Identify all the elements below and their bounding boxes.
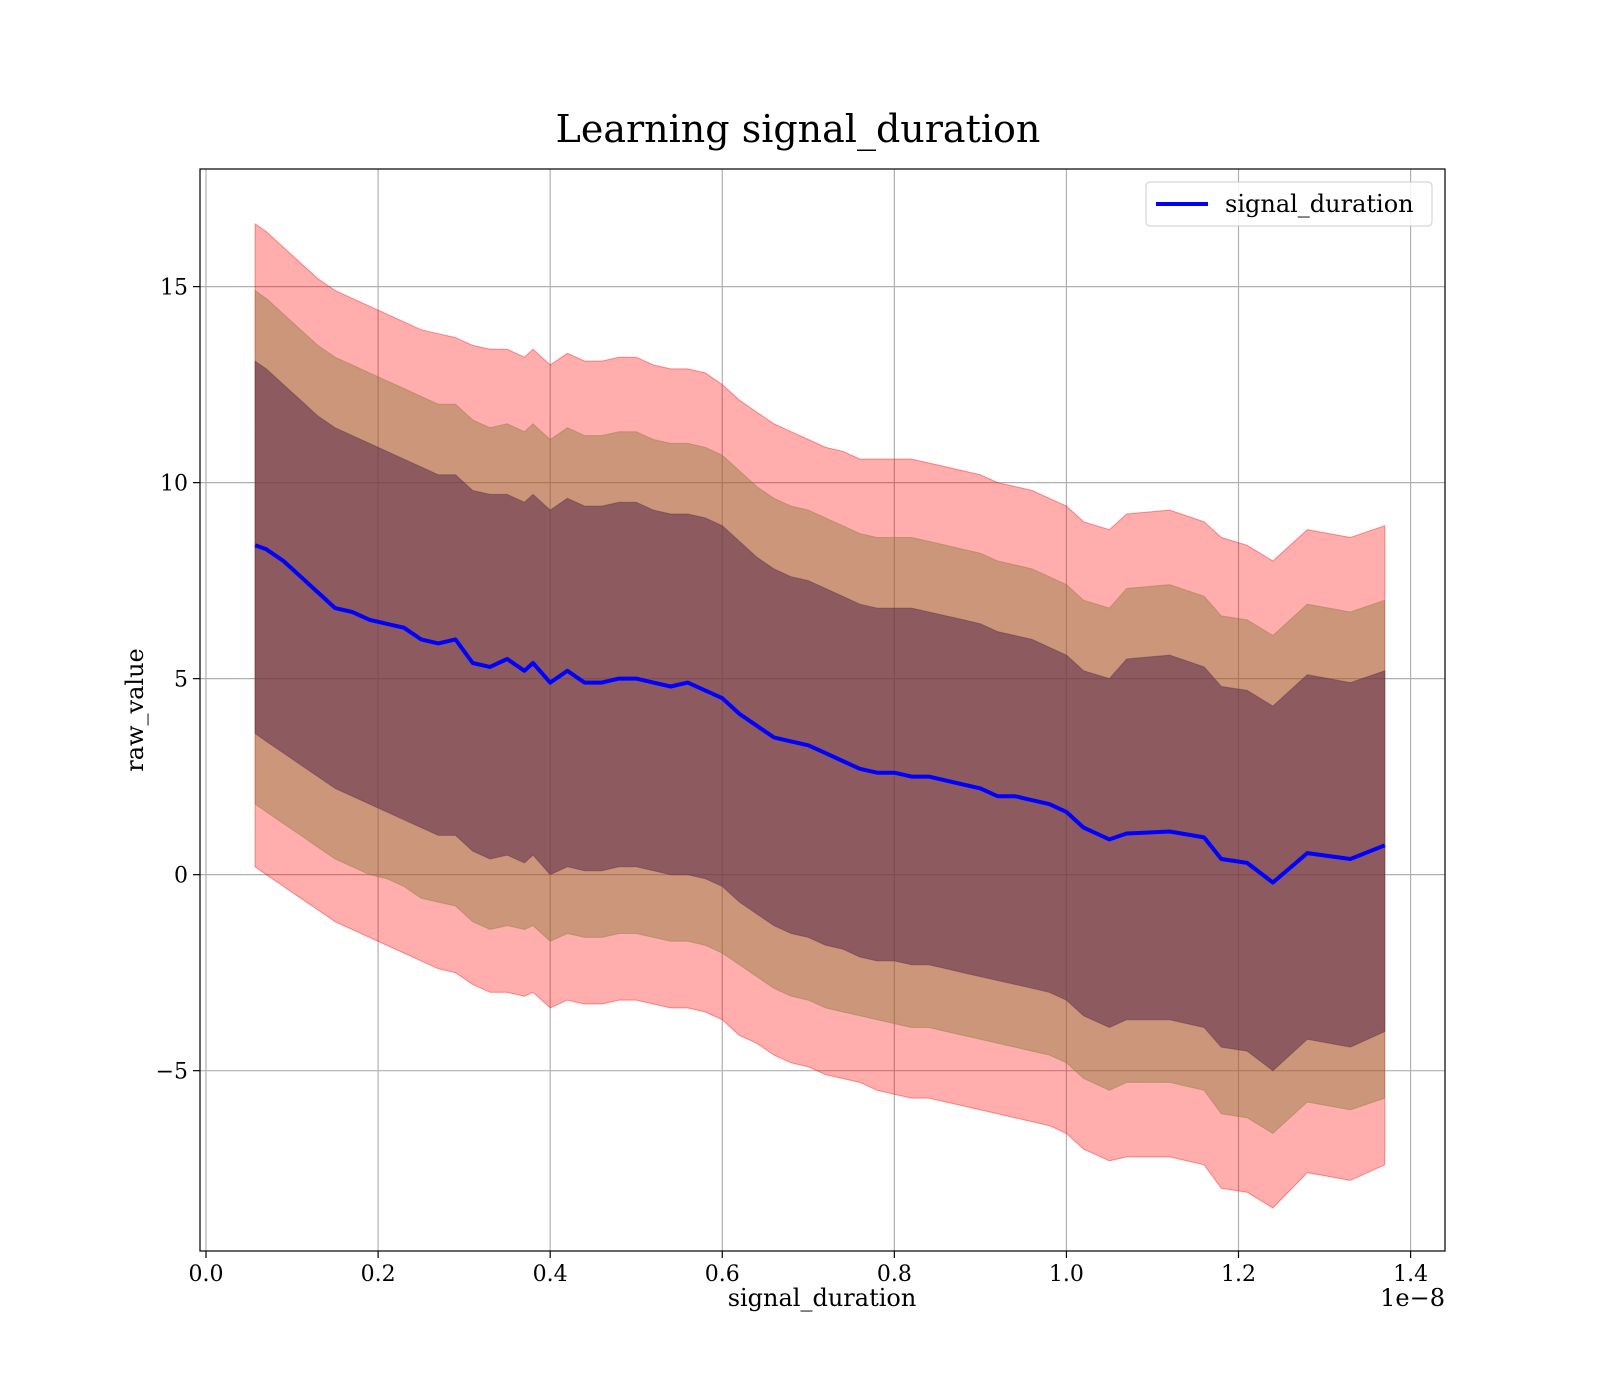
x-tick-label-4: 0.8: [877, 1262, 912, 1287]
y-tick-label-4: 15: [160, 276, 188, 301]
x-tick-label-0: 0.0: [189, 1262, 224, 1287]
x-axis-ticks: 0.0 0.2 0.4 0.6 0.8 1.0 1.2 1.4: [189, 1251, 1428, 1287]
legend: signal_duration: [1145, 181, 1433, 227]
y-tick-label-1: 0: [174, 864, 188, 889]
y-tick-label-3: 10: [160, 472, 188, 497]
legend-box: [1145, 181, 1433, 227]
x-tick-label-3: 0.6: [705, 1262, 740, 1287]
plot-frame: [199, 168, 1446, 1252]
legend-label: signal_duration: [1225, 190, 1414, 218]
band-1-sigma: [254, 360, 1386, 1072]
series-lines: [254, 543, 1386, 885]
chart-title: Learning signal_duration: [556, 107, 1041, 152]
y-axis-label: raw_value: [121, 648, 149, 772]
series-line-0: [254, 543, 1386, 885]
y-tick-label-0: −5: [156, 1060, 188, 1085]
x-axis-label: signal_duration: [728, 1284, 917, 1312]
x-tick-label-1: 0.2: [361, 1262, 396, 1287]
x-axis-offset-label: 1e−8: [1380, 1284, 1445, 1312]
x-tick-label-7: 1.4: [1393, 1262, 1428, 1287]
x-tick-label-6: 1.2: [1221, 1262, 1256, 1287]
y-tick-label-2: 5: [174, 668, 188, 693]
x-tick-label-2: 0.4: [533, 1262, 568, 1287]
y-axis-ticks: −5 0 5 10 15: [156, 276, 200, 1085]
confidence-bands: [254, 222, 1386, 1209]
x-tick-label-5: 1.0: [1049, 1262, 1084, 1287]
